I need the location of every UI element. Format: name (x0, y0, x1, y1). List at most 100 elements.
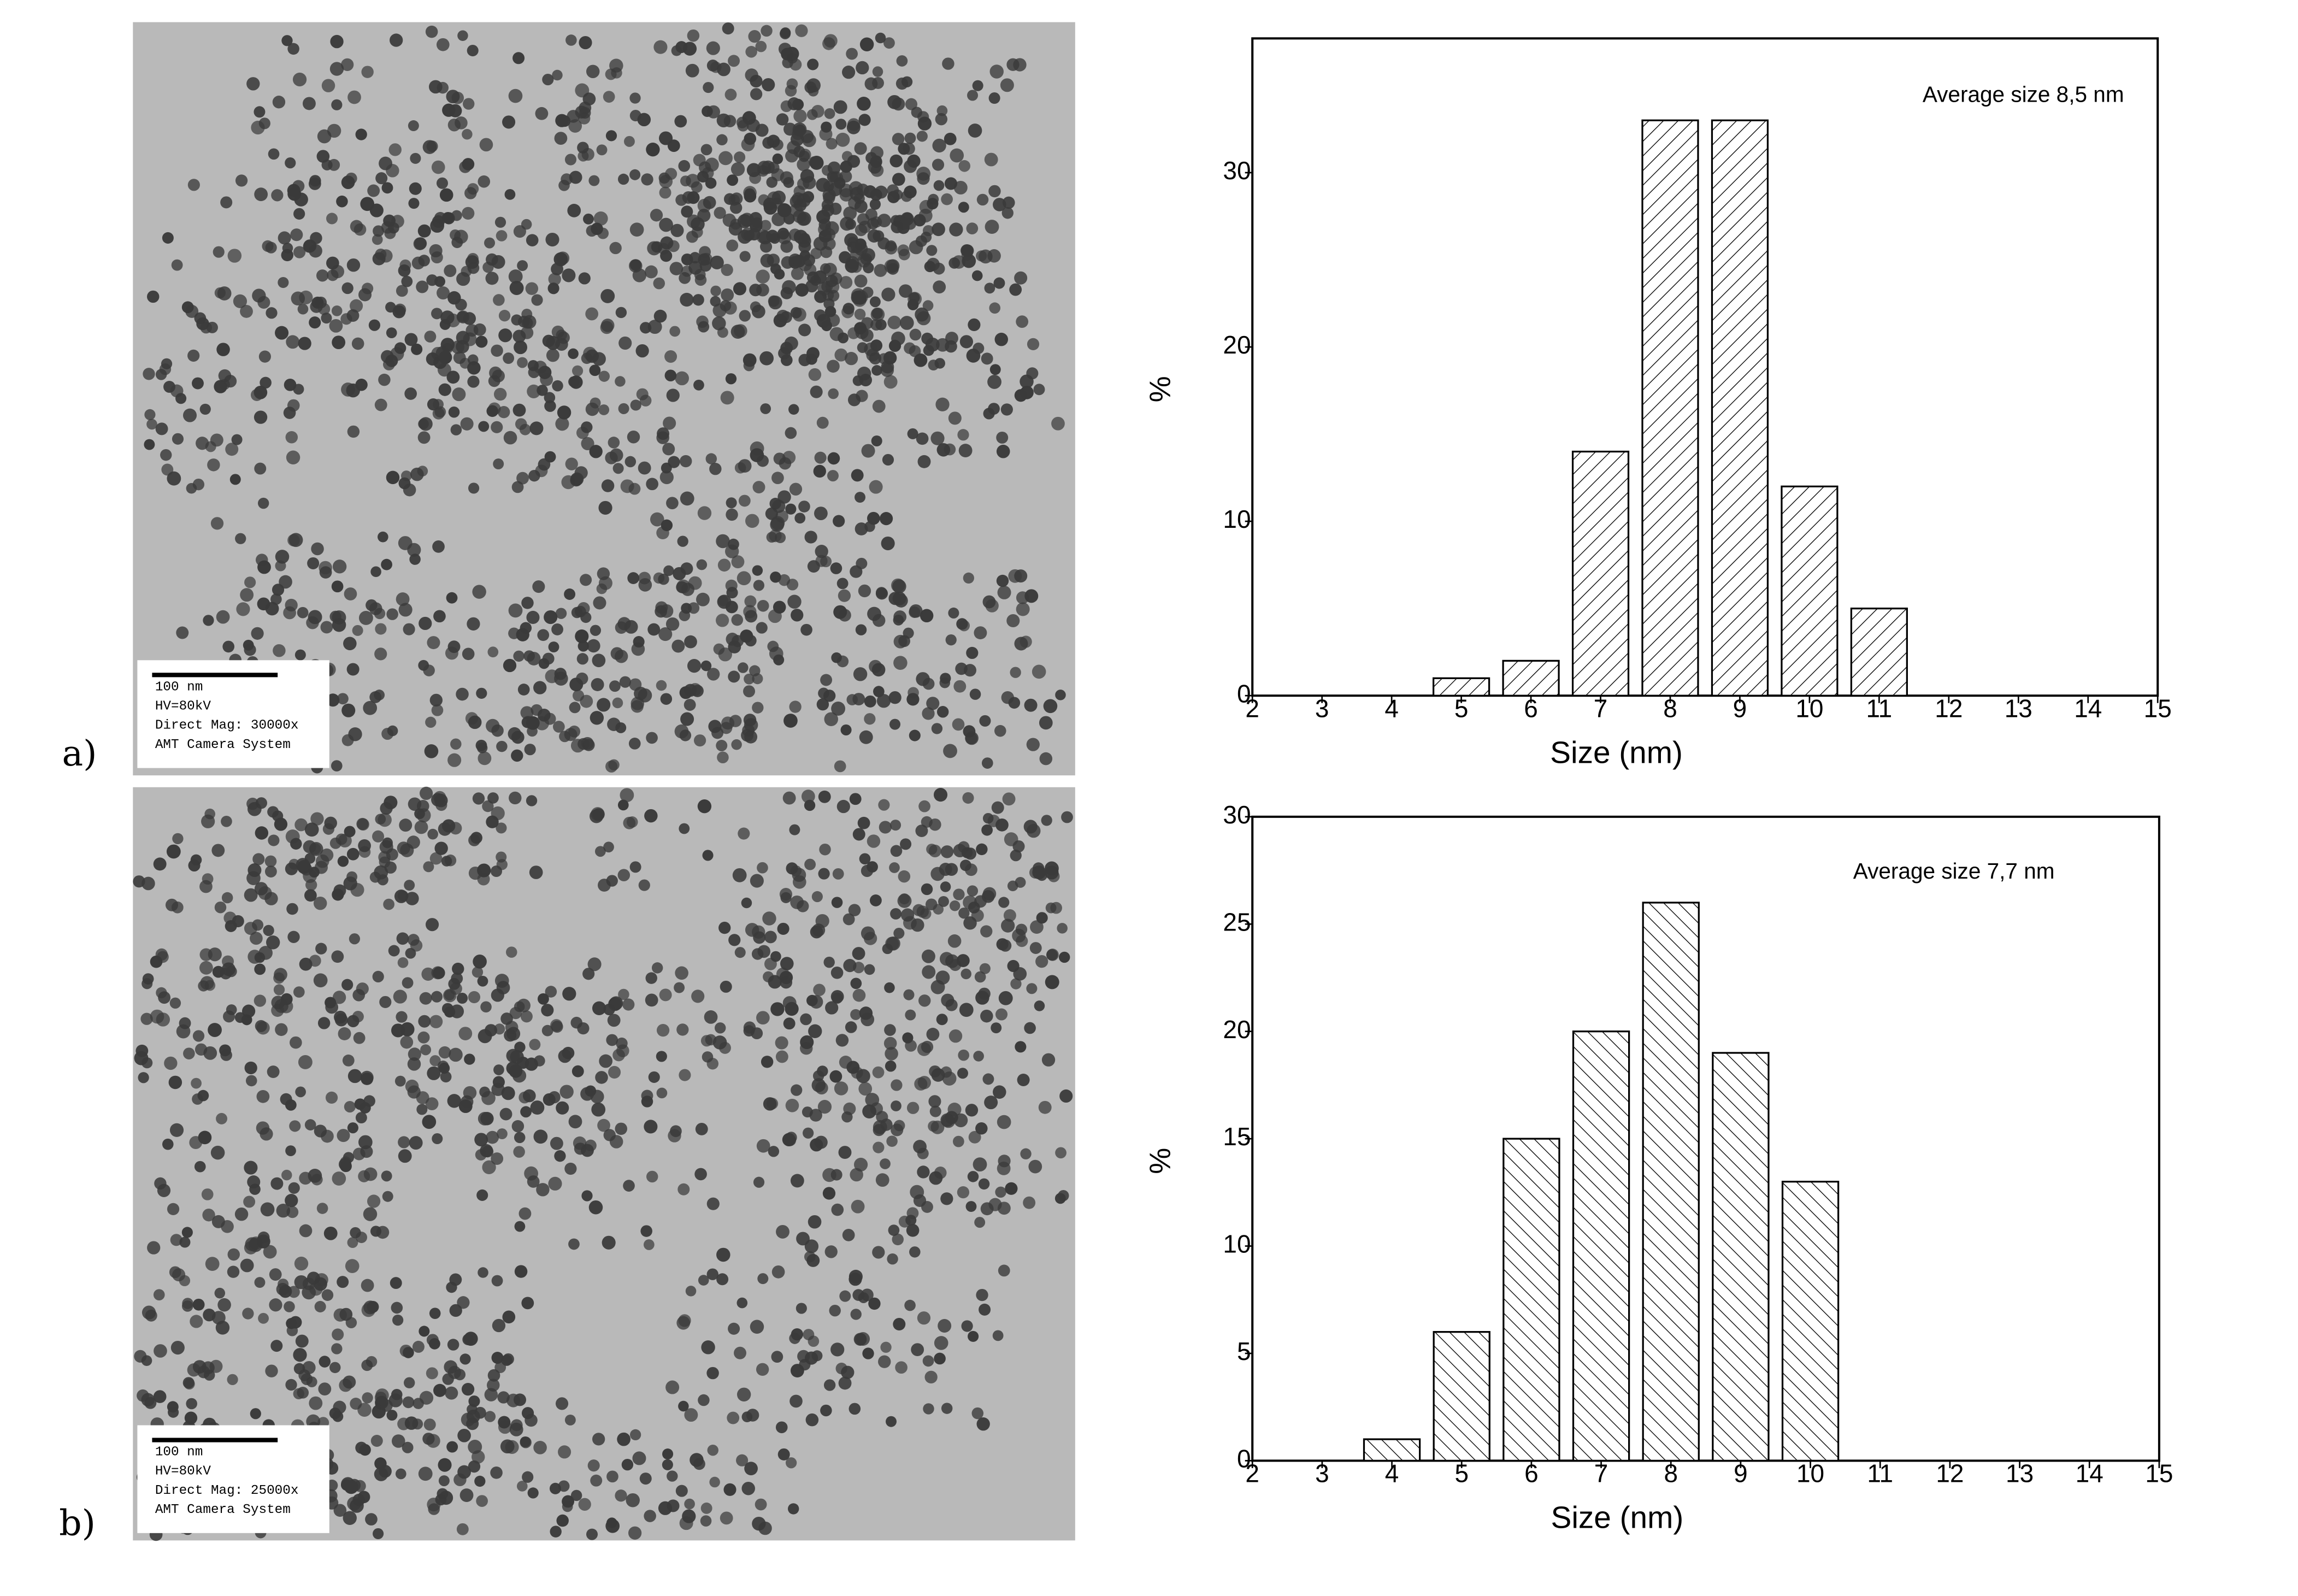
particle (853, 962, 865, 974)
particle (869, 296, 881, 308)
particle (638, 578, 652, 592)
particle (137, 1389, 149, 1402)
particle (806, 271, 819, 284)
particle (675, 194, 687, 206)
particle (463, 1332, 478, 1346)
particle (1008, 697, 1021, 709)
particle (651, 962, 663, 974)
particle (514, 1265, 528, 1278)
particle (383, 898, 394, 910)
bar (1572, 1030, 1630, 1462)
particle (967, 90, 979, 101)
particle (852, 828, 865, 841)
particle (347, 1069, 362, 1083)
particle (811, 1350, 823, 1362)
particle (777, 1448, 790, 1460)
particle (602, 1235, 616, 1250)
particle (526, 716, 540, 730)
particle (688, 683, 702, 696)
particle (491, 255, 505, 269)
particle (913, 214, 926, 227)
particle (814, 451, 827, 464)
particle (481, 1091, 496, 1105)
particle (991, 1022, 1002, 1034)
particle (818, 218, 831, 231)
particle (562, 987, 576, 1001)
x-tick-label: 13 (2006, 1459, 2034, 1488)
particle (756, 1363, 769, 1376)
particle (816, 314, 831, 328)
particle (347, 425, 360, 438)
particle (653, 572, 665, 584)
particle (285, 1194, 298, 1208)
particle (304, 822, 319, 837)
plot-frame (1251, 37, 2159, 697)
y-tick-label: 25 (1223, 908, 1251, 936)
particle (1041, 1053, 1056, 1067)
particle (450, 424, 462, 435)
particle (251, 627, 264, 640)
particle (417, 466, 428, 476)
particle (405, 892, 419, 905)
particle (437, 363, 451, 377)
particle (655, 601, 668, 614)
particle (552, 380, 563, 392)
particle (192, 377, 204, 390)
particle (757, 455, 769, 467)
particle (512, 52, 525, 64)
particle (896, 55, 908, 67)
particle (815, 545, 828, 558)
particle (235, 533, 246, 544)
particle (381, 182, 393, 194)
particle (809, 1109, 822, 1122)
particle (361, 1279, 374, 1292)
particle (1003, 909, 1016, 922)
particle (368, 319, 381, 331)
particle (289, 1316, 302, 1329)
particle (626, 1493, 640, 1507)
particle (878, 353, 889, 364)
particle (879, 512, 893, 526)
particle (917, 1147, 929, 1159)
particle (804, 858, 816, 870)
particle (514, 1221, 526, 1232)
particle (390, 33, 403, 47)
particle (676, 581, 688, 593)
particle (974, 626, 987, 640)
particle (680, 491, 694, 506)
particle (967, 1171, 979, 1182)
particle (822, 1187, 836, 1200)
particle (842, 1228, 855, 1241)
particle (631, 700, 644, 713)
particle (879, 821, 892, 834)
particle (142, 1305, 156, 1320)
particle (854, 1333, 867, 1346)
particle (656, 1051, 667, 1062)
particle (484, 237, 496, 249)
particle (216, 610, 230, 624)
particle (958, 1049, 970, 1061)
particle (590, 1474, 603, 1487)
particle (858, 114, 871, 126)
particle (800, 623, 812, 636)
particle (850, 1009, 862, 1020)
particle (294, 649, 306, 661)
particle (605, 130, 617, 142)
particle (982, 1073, 994, 1085)
particle (830, 272, 842, 285)
particle (715, 1022, 726, 1034)
particle (772, 153, 783, 164)
particle (798, 240, 811, 253)
particle (287, 43, 299, 55)
particle (888, 1224, 900, 1236)
particle (734, 324, 747, 338)
particle (679, 729, 692, 741)
particle (482, 261, 494, 273)
particle (667, 139, 680, 152)
caption-line: HV=80kV (155, 1464, 211, 1479)
particle (417, 1031, 430, 1044)
particle (988, 1198, 1002, 1211)
particle (818, 868, 830, 880)
particle (995, 818, 1009, 832)
particle (904, 217, 916, 230)
